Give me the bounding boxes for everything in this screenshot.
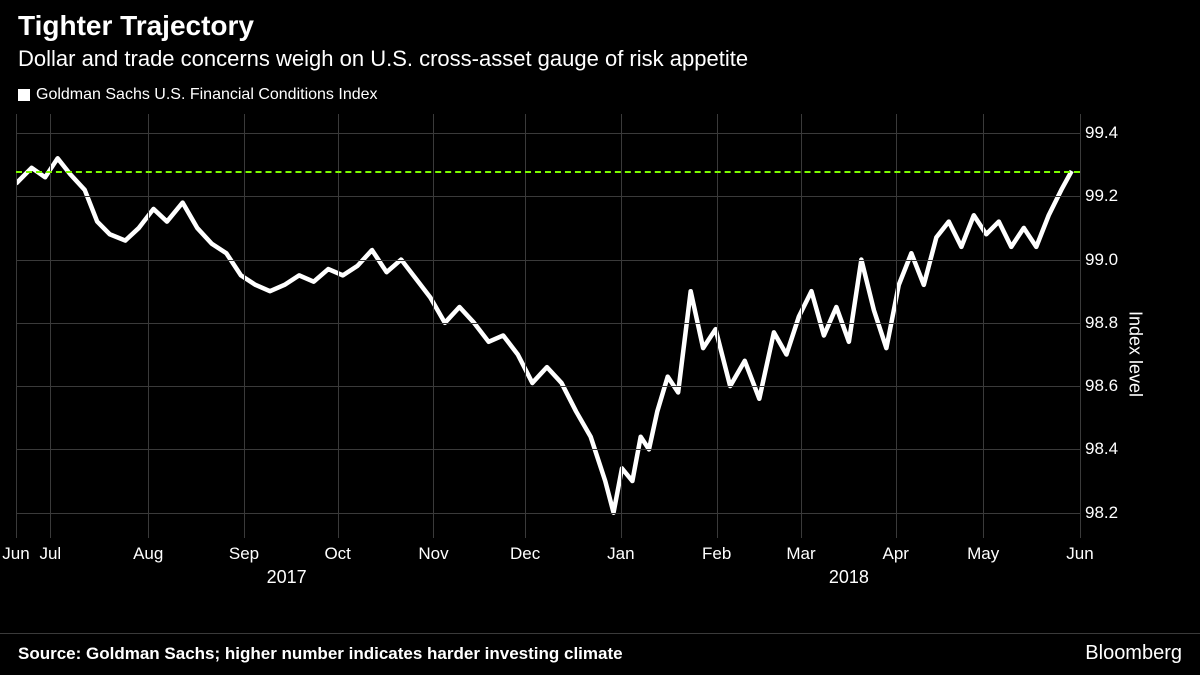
x-tick-label: Nov [418, 544, 448, 564]
x-tick-label: Jun [2, 544, 29, 564]
y-tick-label: 98.8 [1085, 313, 1130, 333]
x-tick-label: Jun [1066, 544, 1093, 564]
x-tick-label: Sep [229, 544, 259, 564]
gridline-vertical [1080, 114, 1081, 538]
chart-title: Tighter Trajectory [18, 10, 1182, 42]
gridline-vertical [338, 114, 339, 538]
plot-region: 98.298.498.698.899.099.299.4JunJulAugSep… [16, 114, 1080, 538]
chart-footer: Source: Goldman Sachs; higher number ind… [0, 633, 1200, 675]
x-tick-label: Feb [702, 544, 731, 564]
gridline-vertical [525, 114, 526, 538]
x-tick-label: Jan [607, 544, 634, 564]
y-tick-label: 99.4 [1085, 123, 1130, 143]
x-tick-label: Mar [786, 544, 815, 564]
gridline-horizontal [16, 513, 1080, 514]
source-text: Source: Goldman Sachs; higher number ind… [18, 644, 623, 664]
gridline-horizontal [16, 449, 1080, 450]
gridline-horizontal [16, 323, 1080, 324]
gridline-vertical [50, 114, 51, 538]
x-tick-label: Apr [882, 544, 908, 564]
x-tick-label: Aug [133, 544, 163, 564]
brand-label: Bloomberg [1085, 642, 1182, 665]
gridline-vertical [801, 114, 802, 538]
y-tick-label: 98.6 [1085, 376, 1130, 396]
chart-subtitle: Dollar and trade concerns weigh on U.S. … [18, 46, 1182, 72]
y-tick-label: 99.2 [1085, 186, 1130, 206]
gridline-horizontal [16, 386, 1080, 387]
gridline-vertical [433, 114, 434, 538]
year-label: 2018 [829, 567, 869, 588]
gridline-vertical [896, 114, 897, 538]
legend-label: Goldman Sachs U.S. Financial Conditions … [36, 86, 378, 104]
gridline-vertical [244, 114, 245, 538]
year-label: 2017 [267, 567, 307, 588]
y-tick-label: 99.0 [1085, 250, 1130, 270]
legend: Goldman Sachs U.S. Financial Conditions … [0, 78, 1200, 108]
gridline-vertical [16, 114, 17, 538]
line-series [16, 114, 1080, 538]
y-tick-label: 98.4 [1085, 439, 1130, 459]
x-tick-label: Dec [510, 544, 540, 564]
chart-header: Tighter Trajectory Dollar and trade conc… [0, 0, 1200, 78]
y-tick-label: 98.2 [1085, 503, 1130, 523]
gridline-horizontal [16, 260, 1080, 261]
gridline-vertical [148, 114, 149, 538]
y-axis-title: Index level [1124, 311, 1145, 397]
gridline-horizontal [16, 133, 1080, 134]
legend-marker-icon [18, 89, 30, 101]
chart-area: 98.2 98.4 98.6 98.8 99.0 99.2 99.4 Jun Jul Aug Sep… [0, 108, 1200, 600]
gridline-vertical [983, 114, 984, 538]
x-tick-label: Jul [39, 544, 61, 564]
x-tick-label: Oct [324, 544, 350, 564]
x-tick-label: May [967, 544, 999, 564]
reference-line [16, 171, 1080, 173]
gridline-vertical [717, 114, 718, 538]
gridline-horizontal [16, 196, 1080, 197]
gridline-vertical [621, 114, 622, 538]
